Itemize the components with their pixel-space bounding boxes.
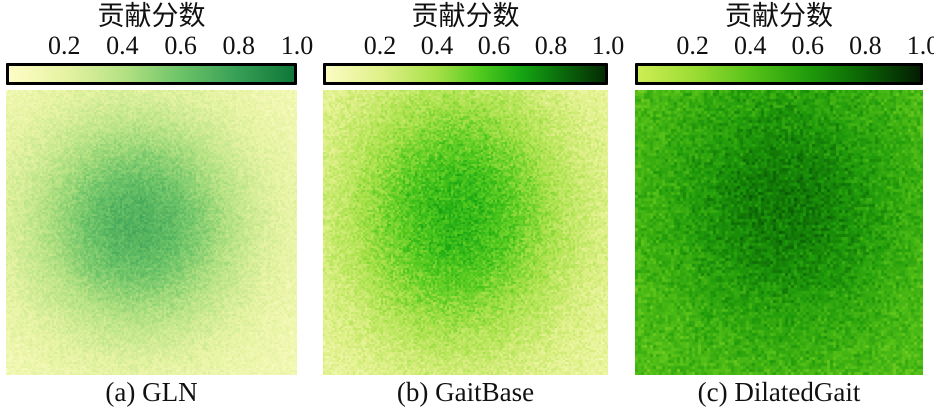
tick-label: 0.6 (791, 31, 825, 60)
caption-gaitbase: (b) GaitBase (396, 377, 535, 407)
caption-dilatedgait: (c) DilatedGait (697, 377, 861, 407)
heatmap-gaitbase (323, 90, 608, 375)
colorbar-title: 贡献分数 (725, 1, 833, 31)
panel-dilatedgait: 贡献分数 0.2 0.4 0.6 0.8 1.0 (c) DilatedGait (635, 1, 934, 407)
tick-label: 0.4 (420, 31, 454, 60)
panel-gaitbase: 贡献分数 0.2 0.4 0.6 0.8 1.0 (b) GaitBase (323, 1, 625, 407)
colorbar-ticks: 0.2 0.4 0.6 0.8 1.0 (6, 31, 313, 61)
tick-label: 0.6 (164, 31, 197, 60)
tick-label: 0.2 (676, 31, 709, 60)
tick-label: 1.0 (591, 31, 625, 60)
tick-label: 0.2 (47, 31, 81, 60)
tick-label: 0.8 (222, 31, 256, 60)
tick-label: 0.2 (363, 31, 397, 60)
tick-label: 0.4 (733, 31, 767, 60)
colorbar-gradient (635, 63, 923, 85)
heatmap-dilatedgait (635, 90, 923, 375)
tick-label: 0.4 (106, 31, 139, 60)
caption-gln: (a) GLN (105, 377, 198, 407)
tick-label: 0.8 (534, 31, 568, 60)
colorbar-title: 贡献分数 (97, 1, 206, 31)
colorbar-gradient (323, 63, 608, 85)
heatmap-gln (6, 90, 297, 375)
colorbar-ticks: 0.2 0.4 0.6 0.8 1.0 (635, 31, 934, 61)
colorbar-gradient (6, 63, 297, 85)
tick-label: 0.6 (477, 31, 511, 60)
tick-label: 0.8 (849, 31, 882, 60)
tick-label: 1.0 (906, 31, 934, 60)
colorbar-ticks: 0.2 0.4 0.6 0.8 1.0 (323, 31, 625, 61)
colorbar-title: 贡献分数 (411, 1, 520, 31)
panel-gln: 贡献分数 0.2 0.4 0.6 0.8 1.0 (a) GLN (6, 1, 313, 407)
tick-label: 1.0 (280, 31, 314, 60)
